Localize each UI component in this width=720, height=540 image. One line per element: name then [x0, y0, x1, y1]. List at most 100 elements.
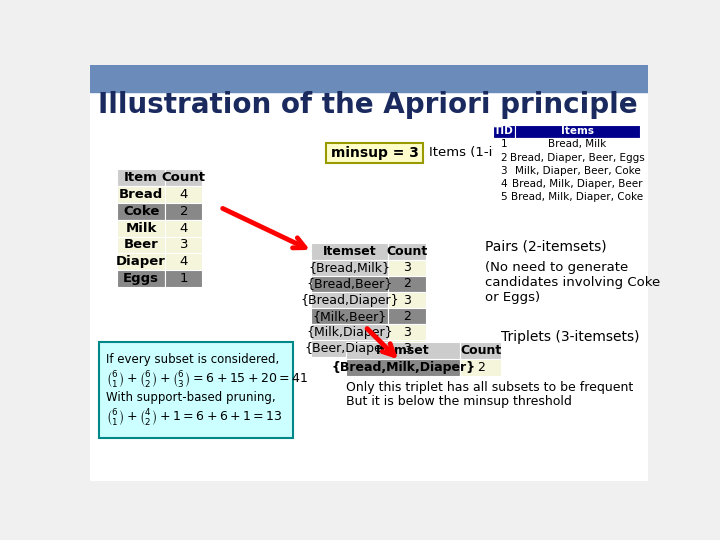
Text: (No need to generate
candidates involving Coke
or Eggs): (No need to generate candidates involvin… [485, 261, 660, 304]
Bar [165, 271, 202, 287]
Text: 2: 2 [477, 361, 485, 374]
Bar [165, 220, 202, 237]
Bar [515, 164, 640, 177]
Bar [493, 151, 515, 164]
Text: 5: 5 [500, 192, 507, 202]
Text: {Milk,Beer}: {Milk,Beer} [312, 310, 387, 323]
Text: Beer: Beer [124, 239, 158, 252]
Text: Count: Count [460, 344, 501, 357]
Bar [165, 253, 202, 271]
Text: {Milk,Diaper}: {Milk,Diaper} [306, 326, 393, 339]
Text: Milk, Diaper, Beer, Coke: Milk, Diaper, Beer, Coke [515, 166, 640, 176]
Text: 3: 3 [500, 166, 507, 176]
Bar [461, 359, 500, 376]
Text: Items (1-itemsets): Items (1-itemsets) [429, 146, 552, 159]
Text: Count: Count [387, 245, 428, 258]
Bar [117, 237, 165, 253]
Bar [165, 168, 202, 186]
Bar [388, 308, 426, 325]
Text: TID: TID [494, 126, 514, 137]
Bar [515, 177, 640, 190]
Text: 2: 2 [403, 278, 411, 291]
Bar [515, 125, 640, 138]
Text: Only this triplet has all subsets to be frequent
But it is below the minsup thre: Only this triplet has all subsets to be … [346, 381, 633, 408]
Text: Itemset: Itemset [377, 344, 430, 357]
Bar [99, 342, 293, 438]
Bar [311, 308, 388, 325]
Text: 4: 4 [179, 188, 188, 201]
Bar [165, 237, 202, 253]
Text: 4: 4 [179, 221, 188, 234]
Text: Diaper: Diaper [116, 255, 166, 268]
Bar [165, 202, 202, 220]
Text: Illustration of the Apriori principle: Illustration of the Apriori principle [98, 91, 637, 119]
Text: If every subset is considered,: If every subset is considered, [106, 353, 279, 366]
Text: Bread: Bread [119, 188, 163, 201]
Text: 1: 1 [179, 272, 188, 285]
Text: {Bread,Milk}: {Bread,Milk} [309, 261, 391, 274]
Text: 4: 4 [179, 255, 188, 268]
Text: $\binom{6}{1}+\binom{6}{2}+\binom{6}{3}=6+15+20=41$: $\binom{6}{1}+\binom{6}{2}+\binom{6}{3}=… [106, 370, 307, 391]
Bar [311, 325, 388, 340]
Text: Bread, Milk, Diaper, Beer: Bread, Milk, Diaper, Beer [512, 179, 643, 189]
Text: Item: Item [125, 171, 158, 184]
Bar [165, 186, 202, 202]
Bar [326, 143, 423, 163]
Bar [515, 138, 640, 151]
Text: Milk: Milk [125, 221, 157, 234]
Bar [117, 253, 165, 271]
Bar [388, 292, 426, 308]
Bar [515, 190, 640, 204]
Bar [388, 260, 426, 276]
Text: {Bread,Beer}: {Bread,Beer} [307, 278, 392, 291]
Text: Bread, Milk: Bread, Milk [549, 139, 606, 150]
Text: Eggs: Eggs [123, 272, 159, 285]
Text: Itemset: Itemset [323, 245, 377, 258]
Text: Coke: Coke [123, 205, 159, 218]
Text: 3: 3 [403, 294, 411, 307]
Text: Bread, Diaper, Beer, Eggs: Bread, Diaper, Beer, Eggs [510, 153, 645, 163]
Text: minsup = 3: minsup = 3 [331, 146, 419, 160]
Bar [493, 125, 515, 138]
Text: Items: Items [561, 126, 594, 137]
Text: Pairs (2-itemsets): Pairs (2-itemsets) [485, 240, 607, 254]
Text: 2: 2 [179, 205, 188, 218]
Bar [311, 244, 388, 260]
Text: 3: 3 [403, 326, 411, 339]
Bar [493, 138, 515, 151]
Bar [117, 186, 165, 202]
Bar [461, 342, 500, 359]
Text: {Bread,Milk,Diaper}: {Bread,Milk,Diaper} [331, 361, 475, 374]
Bar [388, 340, 426, 356]
Text: 4: 4 [500, 179, 507, 189]
Bar [311, 340, 388, 356]
Bar [388, 325, 426, 340]
Text: 3: 3 [179, 239, 188, 252]
Bar [117, 271, 165, 287]
Bar [90, 65, 648, 92]
Text: {Beer,Diaper}: {Beer,Diaper} [304, 342, 395, 355]
Text: 3: 3 [403, 261, 411, 274]
Bar [388, 276, 426, 292]
Bar [493, 164, 515, 177]
Bar [493, 190, 515, 204]
Text: Triplets (3-itemsets): Triplets (3-itemsets) [500, 330, 639, 345]
Bar [346, 359, 461, 376]
Bar [388, 244, 426, 260]
Bar [346, 342, 461, 359]
Bar [117, 202, 165, 220]
Text: 3: 3 [403, 342, 411, 355]
Text: $\binom{6}{1}+\binom{4}{2}+1=6+6+1=13$: $\binom{6}{1}+\binom{4}{2}+1=6+6+1=13$ [106, 408, 282, 429]
Text: {Bread,Diaper}: {Bread,Diaper} [300, 294, 399, 307]
Text: Count: Count [162, 171, 206, 184]
Bar [117, 168, 165, 186]
Bar [493, 177, 515, 190]
Text: With support-based pruning,: With support-based pruning, [106, 392, 275, 404]
Bar [311, 260, 388, 276]
Text: 2: 2 [500, 153, 507, 163]
Text: Bread, Milk, Diaper, Coke: Bread, Milk, Diaper, Coke [511, 192, 644, 202]
Text: 2: 2 [403, 310, 411, 323]
Text: 1: 1 [500, 139, 507, 150]
Bar [515, 151, 640, 164]
Bar [311, 292, 388, 308]
